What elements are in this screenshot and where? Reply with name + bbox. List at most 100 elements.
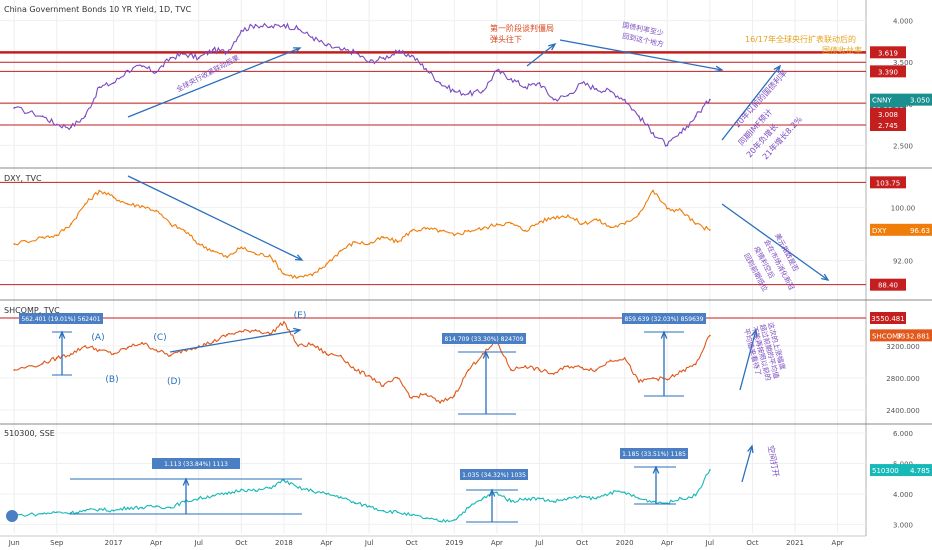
price-label-box — [870, 329, 932, 342]
last-price-label: 3.050 — [910, 97, 930, 105]
data-point — [297, 486, 300, 489]
data-point — [510, 222, 512, 225]
trend-arrow — [482, 350, 490, 414]
data-point — [339, 249, 342, 252]
data-point — [666, 378, 669, 381]
wave-label: (D) — [167, 377, 181, 387]
x-tick-label: 2017 — [105, 539, 123, 547]
wave-label: (B) — [105, 375, 118, 385]
price-label: 3.619 — [878, 49, 898, 57]
data-point — [439, 82, 441, 84]
data-point — [396, 51, 399, 54]
data-point — [311, 343, 314, 346]
price-label: 88.40 — [878, 282, 898, 290]
data-point — [283, 273, 285, 275]
x-tick-label: Apr — [661, 539, 673, 547]
data-point — [524, 497, 527, 500]
data-point — [581, 366, 583, 369]
annotation-text: 国债收益率 — [822, 45, 862, 55]
last-price-label: 3332.881 — [897, 332, 930, 340]
data-point — [495, 69, 498, 72]
trend-arrow — [741, 444, 754, 483]
data-point — [98, 86, 101, 89]
x-tick-label: 2021 — [786, 539, 804, 547]
data-point — [368, 61, 371, 64]
data-point — [268, 254, 271, 257]
data-point — [112, 196, 115, 199]
data-point — [311, 490, 314, 492]
y-tick-label: 4.000 — [893, 491, 913, 499]
data-point — [212, 48, 214, 51]
data-point — [297, 28, 300, 30]
data-point — [141, 341, 143, 344]
y-tick-label: 4.000 — [893, 18, 913, 26]
data-point — [538, 82, 541, 84]
y-tick-label: 100.00 — [891, 204, 916, 212]
x-tick-label: Oct — [406, 539, 418, 547]
measure-box — [460, 469, 528, 480]
measure-box — [152, 458, 240, 469]
data-point — [595, 497, 598, 500]
trend-arrow — [652, 465, 660, 504]
data-point — [439, 229, 441, 232]
data-point — [623, 491, 626, 494]
data-point — [240, 330, 243, 333]
data-point — [396, 241, 399, 243]
data-point — [439, 520, 441, 523]
y-tick-label: 3200.000 — [886, 343, 919, 351]
data-point — [70, 223, 72, 225]
data-point — [212, 341, 214, 343]
data-point — [155, 505, 158, 508]
data-point — [55, 234, 58, 237]
data-point — [595, 369, 598, 371]
x-tick-label: 2020 — [616, 539, 634, 547]
data-point — [708, 469, 711, 471]
data-point — [197, 497, 200, 500]
pane-title-dxy: DXY, TVC — [4, 174, 42, 183]
data-point — [623, 223, 626, 225]
data-point — [552, 216, 555, 219]
data-point — [112, 509, 115, 512]
wave-label: (A) — [91, 333, 104, 343]
data-point — [197, 243, 200, 245]
data-point — [283, 479, 285, 482]
y-tick-label: 2.500 — [893, 142, 913, 150]
data-point — [339, 496, 342, 498]
x-tick-label: Oct — [235, 539, 247, 547]
price-label-box — [870, 65, 906, 78]
data-point — [13, 107, 16, 109]
data-point — [666, 207, 669, 210]
price-label-box — [870, 464, 932, 477]
data-point — [354, 369, 356, 371]
data-point — [13, 243, 16, 245]
data-point — [680, 370, 683, 373]
x-tick-label: Jul — [194, 539, 204, 547]
data-point — [297, 276, 300, 279]
x-tick-label: 2019 — [445, 539, 463, 547]
y-tick-label: 92.00 — [893, 258, 913, 266]
data-point — [652, 377, 654, 379]
data-point — [666, 144, 669, 147]
measure-label: 859.639 (32.03%) 859639 — [624, 316, 703, 323]
x-tick-label: Jul — [364, 539, 374, 547]
x-tick-label: Jun — [8, 539, 20, 547]
data-point — [581, 82, 583, 84]
trend-arrow — [169, 327, 302, 353]
price-label-box — [870, 93, 932, 106]
x-tick-label: Apr — [320, 539, 332, 547]
measure-box — [622, 313, 706, 324]
data-point — [425, 67, 427, 70]
data-point — [595, 87, 598, 90]
measure-label: 1.035 (34.32%) 1035 — [462, 472, 526, 479]
data-point — [41, 512, 44, 515]
y-tick-label: 2400.000 — [886, 407, 919, 415]
data-point — [425, 227, 427, 230]
data-point — [467, 229, 470, 232]
data-point — [311, 36, 314, 39]
x-tick-label: Apr — [832, 539, 844, 547]
data-point — [694, 363, 697, 366]
price-label-box — [870, 176, 906, 189]
data-point — [510, 77, 512, 80]
data-point — [169, 223, 172, 225]
trend-arrow — [721, 64, 782, 141]
